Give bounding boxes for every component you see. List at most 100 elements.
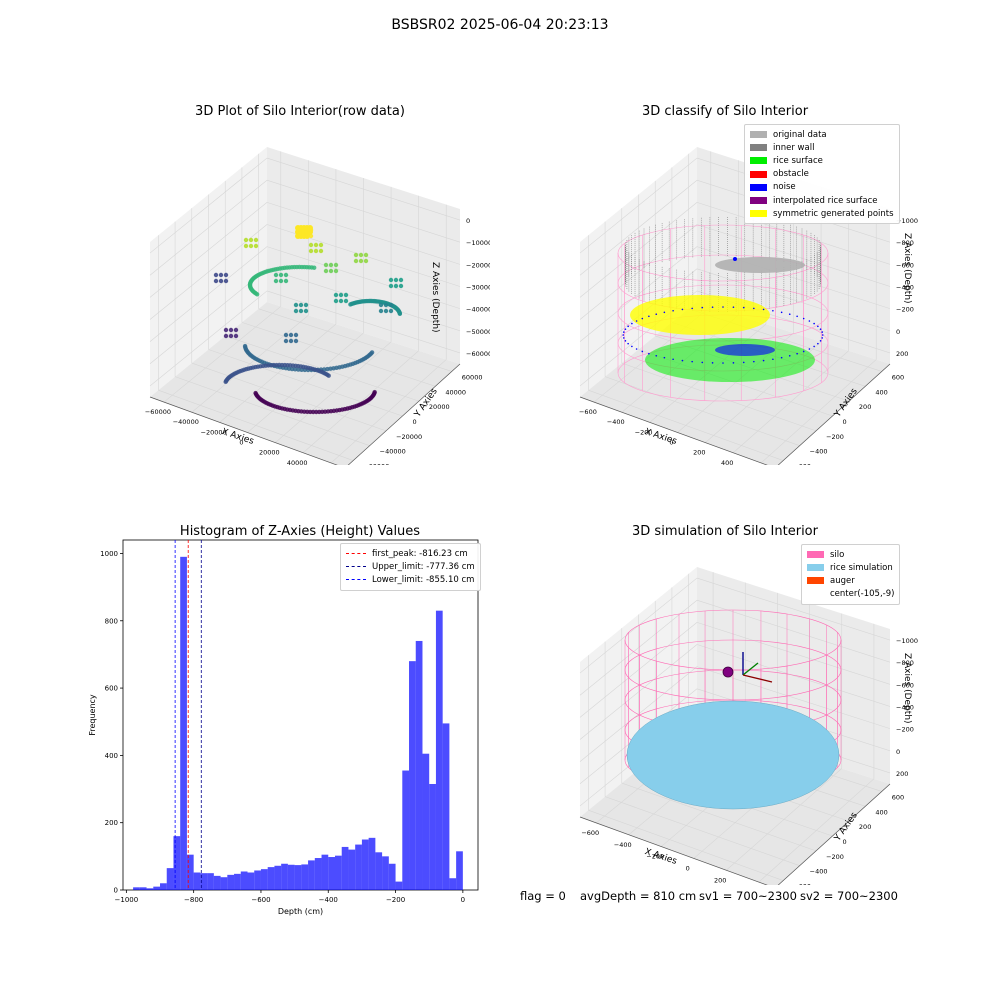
grid-line bbox=[579, 599, 698, 696]
z-tick-label: −60000 bbox=[466, 350, 490, 358]
noise-point bbox=[732, 306, 735, 308]
x-tick-label: 0 bbox=[686, 864, 690, 872]
x-tick-label: −200 bbox=[386, 896, 405, 904]
x-tick-label: −600 bbox=[579, 408, 597, 416]
grid-line bbox=[696, 644, 891, 707]
histogram-bar bbox=[227, 874, 235, 890]
x-tick-label: 400 bbox=[721, 459, 733, 465]
noise-point bbox=[796, 352, 798, 355]
symmetric-generated-points bbox=[630, 295, 770, 335]
simulation-z-axis-label: Z Axies (Depth) bbox=[902, 653, 912, 724]
noise-point bbox=[733, 257, 737, 261]
grid-line bbox=[579, 666, 698, 762]
data-point bbox=[333, 298, 339, 304]
data-point bbox=[323, 268, 329, 274]
grid-line bbox=[696, 577, 891, 641]
histogram-bar bbox=[415, 640, 423, 890]
axis-edge bbox=[579, 783, 891, 885]
histogram-bar bbox=[220, 877, 228, 890]
y-tick-label: 20000 bbox=[429, 403, 450, 411]
histogram-bar bbox=[314, 858, 322, 890]
z-tick-label: 200 bbox=[896, 350, 908, 358]
histogram-bar bbox=[361, 839, 369, 890]
data-point bbox=[323, 262, 329, 268]
y-tick-label: 0 bbox=[843, 418, 847, 426]
grid-line bbox=[588, 809, 784, 881]
noise-point bbox=[622, 337, 625, 339]
data-point bbox=[363, 252, 369, 258]
data-point bbox=[253, 243, 259, 249]
data-point bbox=[333, 262, 339, 268]
grid-line bbox=[579, 224, 698, 320]
histogram-legend: first_peak: -816.23 cm Upper_limit: -777… bbox=[340, 543, 481, 591]
histogram-bar bbox=[308, 860, 315, 890]
data-point bbox=[338, 292, 344, 298]
noise-point bbox=[627, 342, 629, 345]
axis-edge bbox=[149, 363, 461, 465]
noise-point bbox=[663, 356, 666, 359]
z-tick-label: −10000 bbox=[466, 239, 490, 247]
data-point bbox=[304, 233, 310, 239]
y-tick-label: 400 bbox=[875, 808, 887, 816]
y-tick-label: 1000 bbox=[100, 550, 118, 558]
histogram-bar bbox=[153, 886, 161, 890]
histogram-bar bbox=[301, 864, 309, 890]
noise-point bbox=[711, 362, 714, 364]
legend-item: silo bbox=[807, 548, 894, 561]
x-tick-label: −400 bbox=[319, 896, 338, 904]
noise-point bbox=[772, 358, 774, 361]
data-point bbox=[218, 272, 224, 278]
x-tick-label: 40000 bbox=[287, 459, 308, 465]
histogram-bar bbox=[402, 770, 410, 890]
status-sv1: sv1 = 700~2300 bbox=[699, 889, 797, 903]
data-point bbox=[358, 252, 364, 258]
axis-arrow-y bbox=[742, 662, 759, 676]
z-tick-label: −800 bbox=[896, 239, 914, 247]
data-point bbox=[233, 327, 239, 333]
histogram-bar bbox=[247, 872, 255, 890]
noise-point bbox=[808, 320, 811, 322]
y-tick-label: 400 bbox=[875, 388, 887, 396]
histogram-bar bbox=[341, 846, 349, 890]
histogram-bar bbox=[287, 864, 295, 890]
data-point bbox=[293, 308, 299, 314]
grid-line bbox=[604, 796, 800, 866]
data-point bbox=[293, 338, 299, 344]
grid-line bbox=[149, 202, 268, 298]
data-point bbox=[393, 277, 399, 283]
noise-point bbox=[624, 328, 627, 330]
grid-line bbox=[579, 246, 698, 342]
data-point bbox=[228, 333, 234, 339]
figure-suptitle: BSBSR02 2025-06-04 20:23:13 bbox=[391, 17, 609, 33]
histogram-bar bbox=[234, 873, 241, 890]
noise-point bbox=[635, 348, 638, 350]
data-point bbox=[353, 252, 359, 258]
legend-label: obstacle bbox=[773, 169, 809, 180]
legend-label: rice surface bbox=[773, 155, 823, 166]
legend-swatch bbox=[750, 170, 767, 178]
status-flag: flag = 0 bbox=[520, 889, 566, 903]
grid-line bbox=[158, 389, 354, 461]
data-point bbox=[298, 308, 304, 314]
data-point bbox=[388, 308, 394, 314]
legend-label: noise bbox=[773, 182, 796, 193]
noise-point bbox=[817, 342, 819, 345]
x-tick-label: −600 bbox=[581, 829, 599, 837]
legend-swatch bbox=[807, 577, 824, 585]
original-data-cloud bbox=[715, 257, 805, 273]
y-tick-label: 400 bbox=[105, 752, 118, 760]
raw-3d-plot: −60000−40000−200000200004000060000−60000… bbox=[145, 147, 490, 465]
legend-item: Upper_limit: -777.36 cm bbox=[346, 560, 475, 573]
grid-line bbox=[696, 599, 891, 663]
histogram-chart: −1000 −800 −600 −400 −200 0 0 200 400 600 800 1000 D… bbox=[88, 539, 479, 916]
y-axis-label: Frequency bbox=[88, 694, 97, 736]
noise-point bbox=[672, 358, 674, 361]
histogram-bar bbox=[166, 868, 174, 890]
legend-label: Lower_limit: -855.10 cm bbox=[372, 574, 475, 585]
z-tick-label: −30000 bbox=[466, 284, 490, 292]
data-point bbox=[283, 272, 289, 278]
legend-swatch bbox=[750, 144, 767, 152]
grid-line bbox=[604, 376, 800, 446]
legend-swatch bbox=[807, 564, 824, 572]
legend-item: Lower_limit: -855.10 cm bbox=[346, 573, 475, 586]
